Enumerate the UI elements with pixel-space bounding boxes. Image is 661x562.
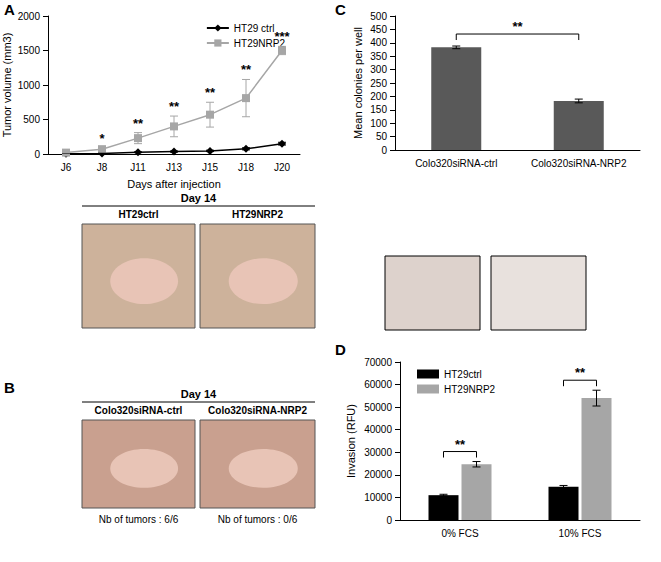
svg-text:HT29 ctrl: HT29 ctrl [234,23,275,34]
svg-text:400: 400 [370,37,387,48]
svg-text:HT29NRP2: HT29NRP2 [232,209,284,220]
svg-text:Days after injection: Days after injection [127,178,221,190]
svg-text:Colo320siRNA-NRP2: Colo320siRNA-NRP2 [208,405,307,416]
svg-text:HT29ctrl: HT29ctrl [444,369,482,380]
svg-text:0% FCS: 0% FCS [441,528,479,539]
svg-text:J8: J8 [97,162,108,173]
svg-text:150: 150 [370,104,387,115]
svg-text:Colo320siRNA-ctrl: Colo320siRNA-ctrl [415,158,497,169]
svg-text:Colo320siRNA-ctrl: Colo320siRNA-ctrl [95,405,183,416]
svg-text:HT29ctrl: HT29ctrl [118,209,158,220]
svg-text:500: 500 [23,114,40,125]
svg-text:B: B [4,379,15,396]
svg-text:**: ** [169,99,180,114]
svg-text:Invasion (RFU): Invasion (RFU) [345,404,357,478]
svg-text:J20: J20 [274,162,291,173]
svg-text:40000: 40000 [364,424,392,435]
svg-text:250: 250 [370,78,387,89]
svg-text:0: 0 [386,515,392,526]
svg-text:200: 200 [370,91,387,102]
svg-text:300: 300 [370,64,387,75]
svg-text:50000: 50000 [364,402,392,413]
svg-text:J13: J13 [166,162,183,173]
svg-text:Tumor volume (mm3): Tumor volume (mm3) [1,33,13,138]
svg-text:100: 100 [370,118,387,129]
svg-text:Day 14: Day 14 [181,388,217,400]
svg-text:**: ** [205,85,216,100]
svg-text:350: 350 [370,51,387,62]
svg-text:1500: 1500 [18,45,41,56]
svg-text:Mean colonies per well: Mean colonies per well [352,27,364,139]
svg-text:10% FCS: 10% FCS [559,528,602,539]
svg-text:Day 14: Day 14 [181,192,217,204]
svg-text:1000: 1000 [18,80,41,91]
svg-text:HT29NRP2: HT29NRP2 [233,37,285,49]
svg-text:***: *** [274,29,290,44]
svg-text:70000: 70000 [364,357,392,368]
svg-text:C: C [335,1,346,18]
svg-text:50: 50 [376,131,388,142]
svg-text:2000: 2000 [18,11,41,22]
svg-text:450: 450 [370,24,387,35]
svg-text:**: ** [133,116,144,131]
svg-text:Nb of tumors : 6/6: Nb of tumors : 6/6 [99,514,179,525]
svg-text:500: 500 [370,11,387,22]
svg-text:**: ** [455,437,466,452]
svg-text:HT29NRP2: HT29NRP2 [444,384,496,395]
svg-text:A: A [4,1,15,18]
svg-text:60000: 60000 [364,379,392,390]
svg-text:**: ** [241,62,252,77]
svg-text:J18: J18 [238,162,255,173]
svg-text:**: ** [512,19,523,34]
svg-text:0: 0 [34,149,40,160]
svg-text:20000: 20000 [364,469,392,480]
svg-text:Nb of tumors : 0/6: Nb of tumors : 0/6 [218,514,298,525]
svg-text:**: ** [575,365,586,380]
svg-text:10000: 10000 [364,492,392,503]
svg-text:30000: 30000 [364,447,392,458]
svg-text:J15: J15 [202,162,219,173]
svg-text:J6: J6 [61,162,72,173]
svg-text:D: D [335,341,346,358]
svg-text:*: * [99,131,105,146]
svg-text:0: 0 [381,145,387,156]
svg-text:J11: J11 [130,162,146,173]
svg-text:Colo320siRNA-NRP2: Colo320siRNA-NRP2 [531,158,627,169]
